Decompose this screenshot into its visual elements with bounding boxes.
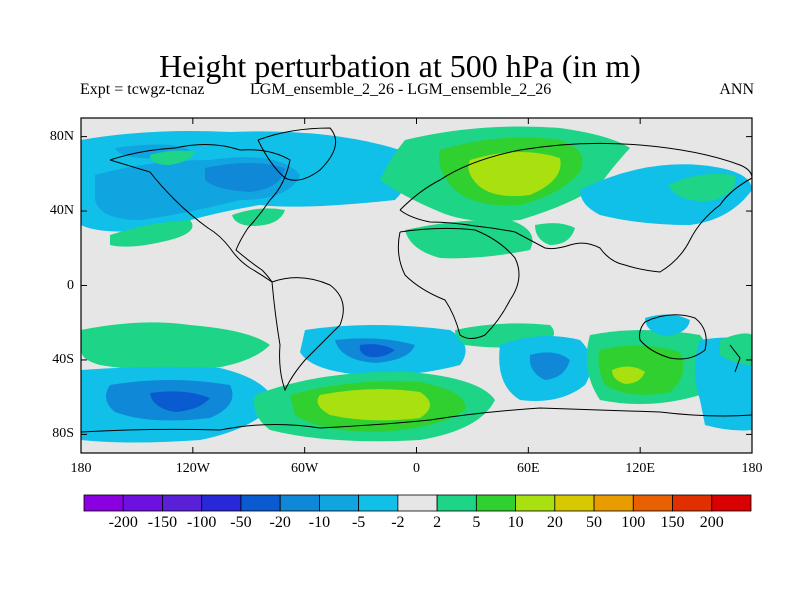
colorbar-label: -20 [269,514,291,531]
map-title: Height perturbation at 500 hPa (in m) [159,48,641,84]
coastline-greenland [257,127,337,181]
colorbar-swatch [279,494,320,512]
lon-tick-label: 60W [291,461,319,476]
colorbar-label: 10 [507,514,524,531]
colorbar-label: -200 [108,514,138,531]
experiment-label: Expt = tcwgz-tcnaz [80,81,205,98]
coastline-north-america [109,143,291,283]
colorbar-swatch [319,494,360,512]
contour-positive-eurasia-20 [468,151,561,197]
contour-negative-sam-atlantic-20 [359,344,395,358]
coastline-australia [639,314,707,360]
colorbar-swatch [122,494,163,512]
colorbar-swatch [711,494,752,512]
contour-positive-npacific-east [110,220,193,247]
contour-positive-npacific-west [668,173,736,201]
colorbar-swatch [162,494,203,512]
coastline-south-america [271,277,344,392]
colorbar-label: 50 [586,514,603,531]
contour-positive-natlantic [232,208,285,226]
colorbar-label: 150 [660,514,685,531]
colorbar-swatch [593,494,634,512]
colorbar-swatch [358,494,399,512]
contour-field [81,118,752,453]
lat-tick-label: 80N [49,128,74,144]
colorbar-swatch [397,494,438,512]
colorbar-label: -10 [308,514,331,531]
season-label: ANN [719,81,754,98]
ensemble-label: LGM_ensemble_2_26 - LGM_ensemble_2_26 [250,81,552,98]
colorbar [83,494,752,512]
axis-ticks [80,118,753,453]
lon-tick-label: 120W [175,461,210,476]
contour-negative-southern-pacific-20 [150,391,210,412]
colorbar-label: -100 [187,514,217,531]
lon-tick-label: 180 [70,461,92,476]
colorbar-swatch [632,494,673,512]
colorbar-label: -2 [391,514,405,531]
colorbar-swatch [554,494,595,512]
coastlines [81,127,752,433]
lon-tick-label: 0 [413,461,420,476]
contour-positive-australia-20 [612,366,645,384]
coastline-africa [397,227,520,339]
colorbar-swatch [436,494,477,512]
colorbar-label: -150 [147,514,178,531]
lon-tick-label: 120E [625,461,655,476]
contour-positive-spacific-mid [81,322,270,371]
contour-negative-australia-north [645,314,690,336]
colorbar-swatch [475,494,516,512]
colorbar-swatch [83,494,124,512]
colorbar-label: -50 [230,514,252,531]
colorbar-swatch [515,494,556,512]
colorbar-swatch [672,494,713,512]
colorbar-label: 2 [433,514,442,531]
contour-negative-canada [205,163,285,192]
lon-tick-label: 60E [517,461,540,476]
colorbar-label: 5 [472,514,481,531]
contour-positive-tasman [720,333,752,365]
contour-positive-middleeast [535,223,575,245]
contour-positive-greenland [150,150,195,165]
contour-positive-southern-atlantic-20 [317,389,430,421]
colorbar-label: 200 [699,514,724,531]
colorbar-swatch [240,494,281,512]
coastline-antarctica [81,407,752,433]
coastline-new-zealand [729,344,741,373]
lat-tick-label: 0 [67,277,74,293]
colorbar-label: 20 [546,514,563,531]
lat-tick-label: 40N [49,203,74,219]
coastline-eurasia [399,142,752,273]
colorbar-label: 100 [621,514,646,531]
colorbar-swatch [201,494,242,512]
contour-negative-southern-indian [700,399,752,431]
contour-negative-sindian-10 [529,352,570,380]
lat-tick-label: 80S [52,426,74,442]
lon-tick-label: 180 [741,461,763,476]
lat-tick-label: 40S [52,351,74,367]
colorbar-label: -5 [351,514,366,531]
